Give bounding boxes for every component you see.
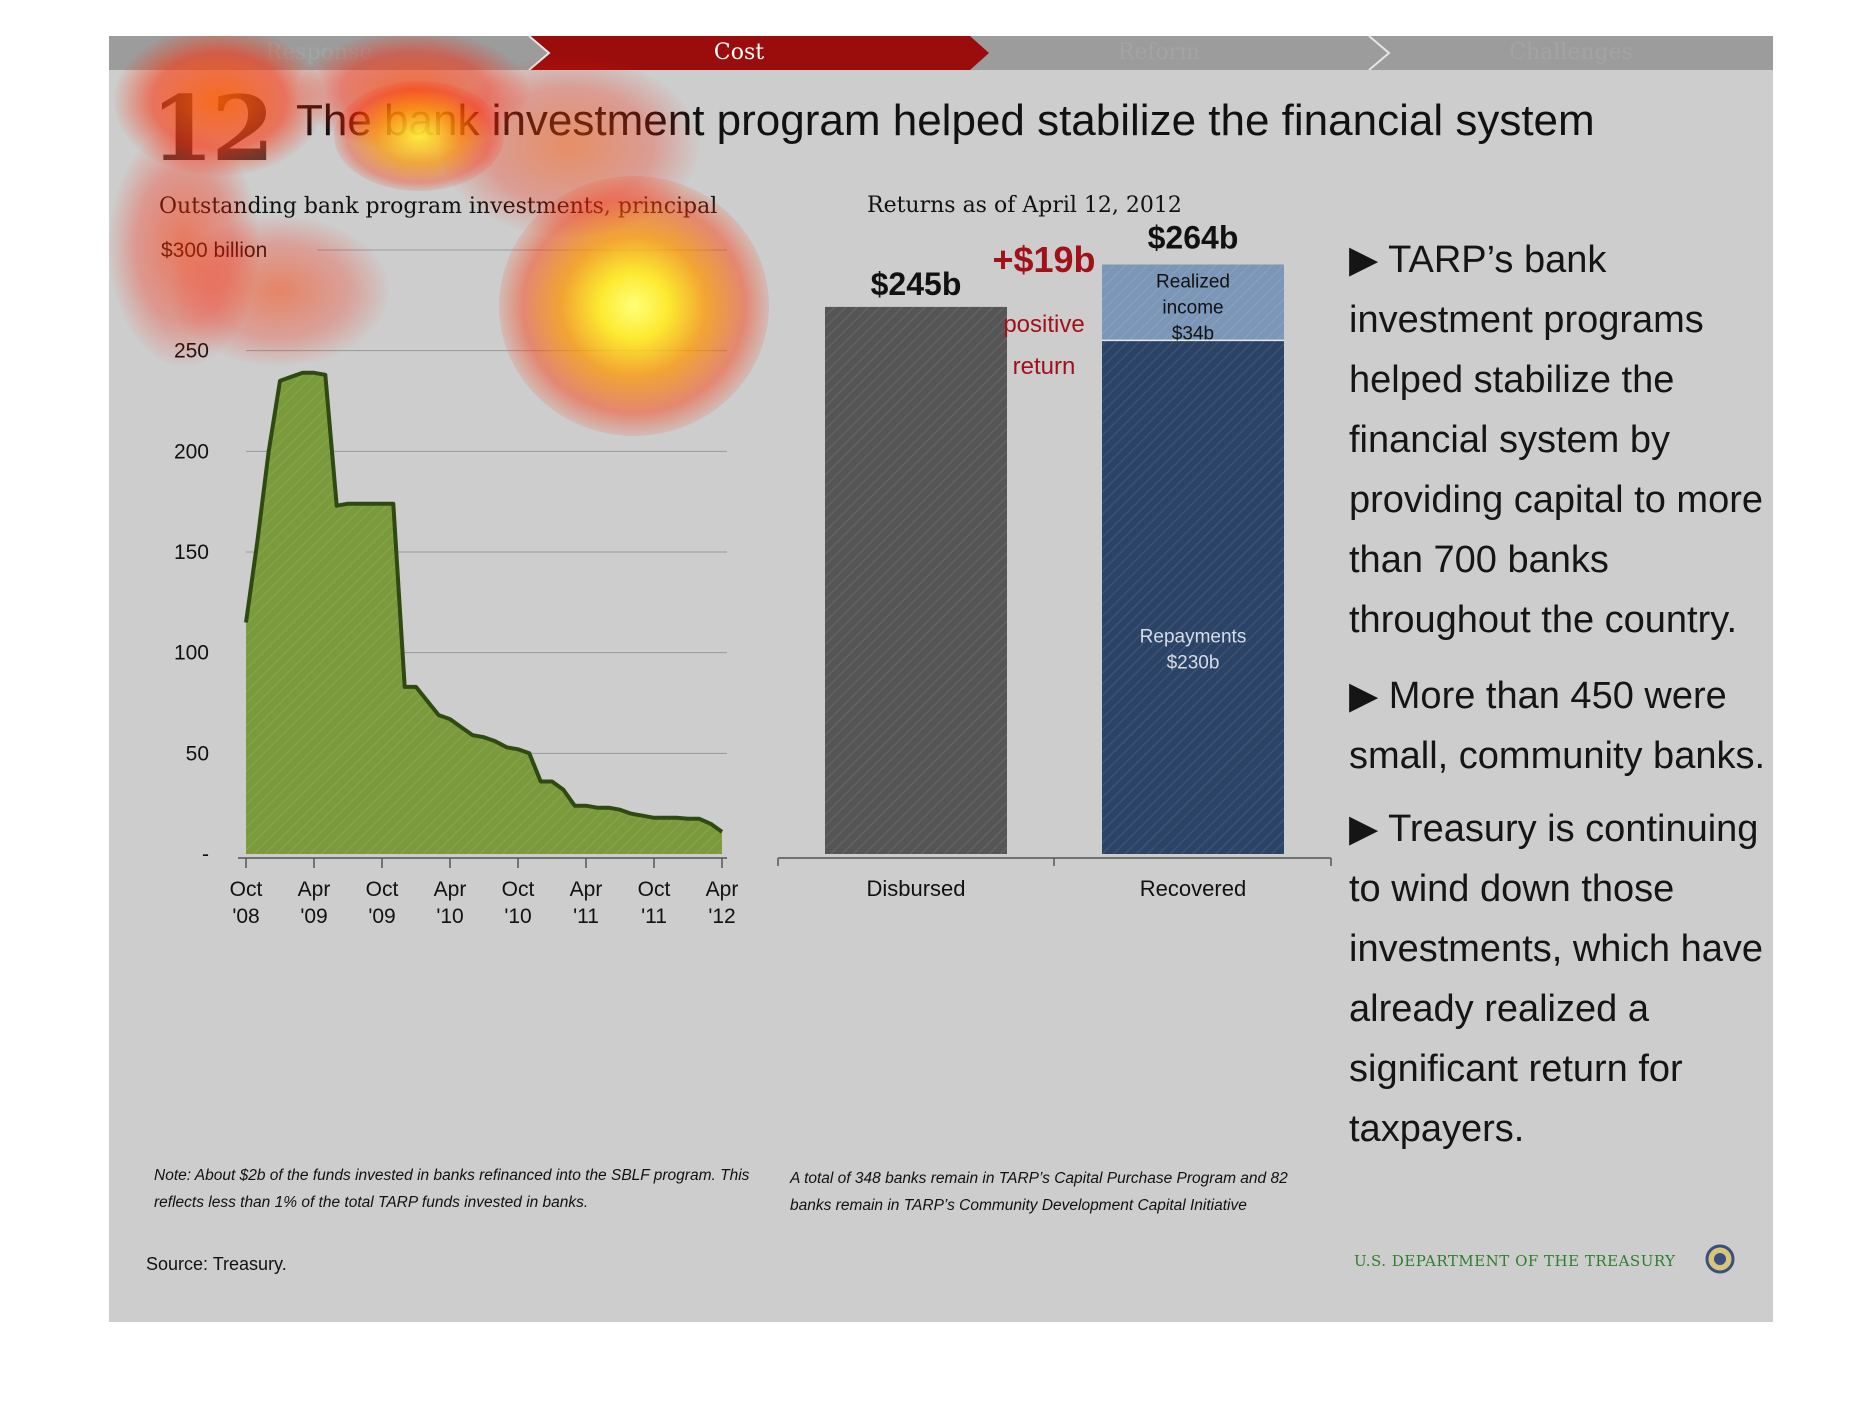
y-tick-label: -: [202, 843, 209, 866]
right-note: A total of 348 banks remain in TARP’s Ca…: [790, 1170, 1288, 1214]
difference-label: +$19b: [992, 239, 1095, 280]
x-tick-label: '12: [708, 905, 735, 928]
x-tick-label: Apr: [706, 878, 739, 901]
bullet-3-text: Treasury is continuing to wind down thos…: [1349, 808, 1763, 1150]
x-tick-label: Oct: [366, 878, 399, 901]
x-tick-label: Oct: [502, 878, 535, 901]
x-tick-label: Apr: [434, 878, 467, 901]
bar-chart: Repayments $230b Realized income $34b $245b $2…: [777, 219, 1332, 901]
area-chart: - 50 100 150 200 250 $300 billion Oct '08 Apr '09 O…: [161, 239, 738, 928]
bar-realized-income-hatch: [1102, 264, 1284, 341]
x-tick-label: '09: [300, 905, 327, 928]
repayments-value-label: $230b: [1167, 652, 1220, 673]
repayments-label: Repayments: [1140, 626, 1247, 647]
left-note: Note: About $2b of the funds invested in…: [154, 1167, 750, 1211]
nav-tab-challenges[interactable]: Challenges: [1509, 40, 1633, 65]
source-note: Source: Treasury.: [146, 1254, 287, 1274]
x-tick-label: Oct: [230, 878, 263, 901]
difference-note: return: [1013, 353, 1076, 380]
bullet-1-text: TARP’s bank investment programs helped s…: [1349, 239, 1763, 641]
difference-note: positive: [1003, 311, 1084, 338]
realized-income-label: Realized: [1156, 271, 1230, 292]
realized-income-label: income: [1162, 297, 1223, 318]
slide: Response Cost Reform Challenges 12 The b…: [109, 36, 1773, 1322]
triangle-bullet-icon: ▶: [1349, 675, 1389, 717]
area-hatch: [246, 372, 722, 854]
x-tick-label: Apr: [298, 878, 331, 901]
x-tick-label: '09: [368, 905, 395, 928]
y-tick-label: 150: [174, 541, 209, 564]
bullet-3: ▶ Treasury is continuing to wind down th…: [1349, 799, 1769, 1159]
x-tick-label: Oct: [638, 878, 671, 901]
y-tick-label: 200: [174, 440, 209, 463]
realized-income-value-label: $34b: [1172, 323, 1214, 344]
bullet-2: ▶ More than 450 were small, community ba…: [1349, 666, 1769, 786]
y-tick-label: 100: [174, 642, 209, 665]
bullet-2-text: More than 450 were small, community bank…: [1349, 675, 1766, 777]
x-category-label: Recovered: [1140, 876, 1246, 901]
bullet-1: ▶ TARP’s bank investment programs helped…: [1349, 230, 1769, 650]
right-chart-title: Returns as of April 12, 2012: [867, 193, 1182, 218]
x-tick-label: '11: [573, 905, 599, 928]
bar-disbursed-hatch: [825, 306, 1007, 854]
x-tick-label: '10: [504, 905, 531, 928]
x-category-label: Disbursed: [866, 876, 965, 901]
triangle-bullet-icon: ▶: [1349, 808, 1389, 850]
y-tick-label: $300 billion: [161, 239, 267, 262]
triangle-bullet-icon: ▶: [1349, 239, 1389, 281]
x-tick-label: '08: [232, 905, 259, 928]
y-tick-label: 50: [186, 742, 209, 765]
charts: - 50 100 150 200 250 $300 billion Oct '08 Apr '09 O…: [161, 219, 1332, 928]
nav-tab-cost[interactable]: Cost: [713, 40, 765, 65]
treasury-seal-icon: [1705, 1244, 1735, 1274]
nav-separator: [1368, 36, 1391, 70]
x-tick-label: '10: [436, 905, 463, 928]
disbursed-total-label: $245b: [871, 266, 962, 302]
x-tick-label: '11: [641, 905, 667, 928]
area-outline: [244, 370, 724, 834]
treasury-department-name: U.S. DEPARTMENT OF THE TREASURY: [1354, 1252, 1676, 1270]
recovered-total-label: $264b: [1148, 219, 1239, 255]
bar-repayments-hatch: [1102, 340, 1284, 854]
nav-tab-reform[interactable]: Reform: [1117, 40, 1201, 65]
y-tick-label: 250: [174, 340, 209, 363]
x-tick-label: Apr: [570, 878, 603, 901]
